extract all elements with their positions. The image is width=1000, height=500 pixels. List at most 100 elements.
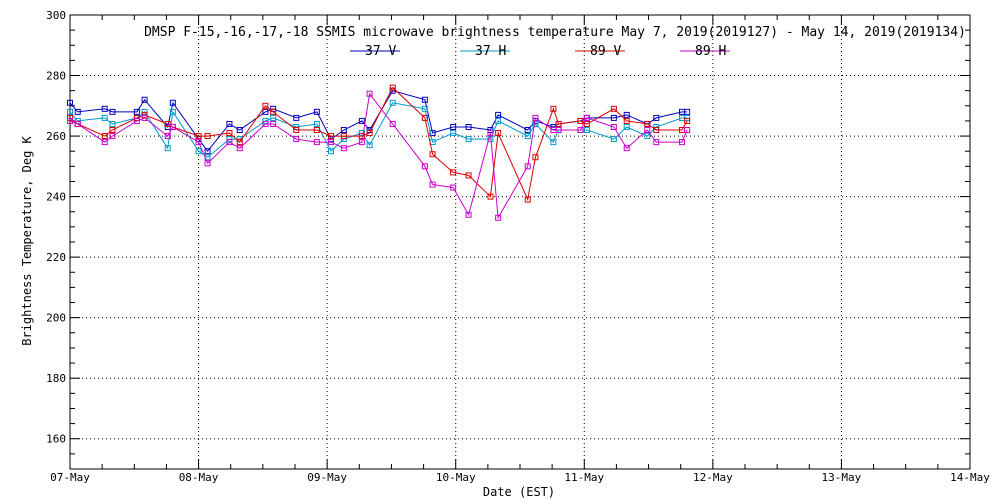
data-point — [169, 108, 176, 115]
data-point — [623, 123, 630, 130]
series-line — [69, 102, 688, 158]
data-point — [204, 148, 211, 155]
data-point — [577, 117, 584, 124]
data-point — [610, 114, 617, 121]
data-point — [204, 160, 211, 167]
data-point — [313, 120, 320, 127]
x-tick-label: 08-May — [179, 471, 219, 484]
series-line — [69, 92, 688, 220]
data-point — [429, 181, 436, 188]
axis-ticks — [69, 14, 971, 470]
data-point — [644, 127, 651, 134]
data-point — [487, 193, 494, 200]
data-point — [340, 133, 347, 140]
data-point — [236, 127, 243, 134]
data-point — [133, 108, 140, 115]
series-37-h — [67, 99, 691, 161]
data-point — [684, 117, 691, 124]
plot-frame — [69, 14, 971, 470]
data-point — [67, 99, 73, 106]
data-point — [133, 117, 140, 124]
data-point — [101, 139, 108, 146]
data-point — [550, 139, 557, 146]
data-point — [495, 130, 502, 137]
data-point — [450, 123, 457, 130]
data-point — [204, 133, 211, 140]
data-point — [550, 105, 557, 112]
data-point — [164, 145, 171, 152]
data-point — [653, 139, 660, 146]
data-point — [465, 211, 472, 218]
data-point — [450, 184, 457, 191]
data-point — [421, 105, 428, 112]
data-point — [366, 130, 373, 137]
data-point — [524, 163, 531, 170]
data-point — [653, 127, 660, 134]
data-point — [101, 105, 108, 112]
data-point — [67, 117, 73, 124]
data-point — [236, 145, 243, 152]
data-point — [532, 114, 539, 121]
data-point — [141, 114, 148, 121]
x-tick-label: 14-May — [950, 471, 990, 484]
y-tick-label: 220 — [46, 251, 66, 264]
data-point — [109, 127, 116, 134]
data-point — [610, 136, 617, 143]
y-tick-label: 260 — [46, 130, 66, 143]
data-point — [67, 108, 73, 115]
data-point — [532, 154, 539, 161]
data-point — [653, 114, 660, 121]
series-line — [69, 86, 688, 202]
data-point — [109, 133, 116, 140]
data-point — [495, 214, 502, 221]
data-point — [226, 130, 233, 137]
tick-labels: 160 180 200 220 240 260 280 300 07-May 08-May 09-M… — [46, 9, 990, 484]
data-point — [328, 139, 334, 146]
data-point — [169, 99, 176, 106]
data-point — [644, 120, 651, 127]
data-point — [684, 114, 691, 121]
data-point — [262, 102, 269, 109]
data-point — [524, 133, 531, 140]
data-point — [583, 120, 590, 127]
legend-label: 89 V — [590, 44, 621, 59]
data-point — [74, 108, 81, 115]
data-point — [487, 130, 494, 137]
data-point — [195, 133, 202, 140]
data-point — [340, 145, 347, 152]
data-point — [164, 133, 171, 140]
data-point — [328, 148, 334, 155]
data-point — [610, 105, 617, 112]
data-point — [644, 133, 651, 140]
data-point — [358, 130, 365, 137]
y-tick-label: 300 — [46, 9, 66, 22]
data-point — [610, 123, 617, 130]
x-axis-label: Date (EST) — [483, 485, 555, 499]
data-point — [141, 96, 148, 103]
data-point — [109, 120, 116, 127]
data-point — [577, 127, 584, 134]
series-89-h — [67, 90, 691, 221]
data-point — [236, 139, 243, 146]
data-point — [389, 99, 396, 106]
data-point — [421, 96, 428, 103]
data-point — [313, 127, 320, 134]
data-point — [313, 108, 320, 115]
y-tick-label: 240 — [46, 191, 66, 204]
data-point — [495, 111, 502, 118]
data-point — [358, 117, 365, 124]
data-point — [583, 114, 590, 121]
y-tick-label: 160 — [46, 433, 66, 446]
x-tick-label: 07-May — [50, 471, 90, 484]
data-point — [270, 114, 277, 121]
data-point — [358, 133, 365, 140]
data-point — [293, 136, 300, 143]
data-point — [623, 145, 630, 152]
y-tick-label: 280 — [46, 70, 66, 83]
data-point — [555, 127, 562, 134]
data-point — [270, 108, 277, 115]
data-point — [555, 120, 562, 127]
data-point — [293, 114, 300, 121]
data-point — [524, 196, 531, 203]
